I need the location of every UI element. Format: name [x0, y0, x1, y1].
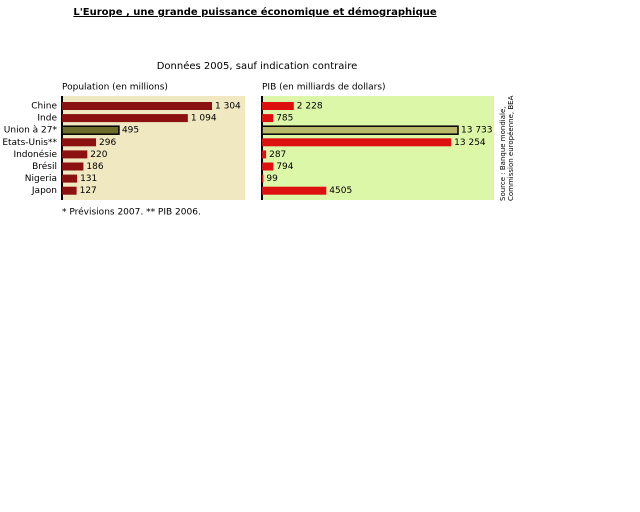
bar [62, 102, 212, 110]
bar [62, 174, 78, 183]
value-label: 4505 [329, 186, 352, 196]
bar [62, 138, 97, 147]
category-label: Union à 27* [4, 126, 58, 136]
category-label: Indonésie [13, 149, 57, 160]
value-label: 296 [99, 138, 116, 148]
value-label: 2 228 [297, 102, 323, 112]
chart-title: L'Europe , une grande puissance économiq… [73, 6, 436, 18]
value-label: 1 304 [215, 102, 241, 112]
bar [62, 150, 88, 159]
bar [262, 186, 327, 195]
bar [262, 102, 294, 110]
value-label: 794 [276, 162, 293, 172]
category-label: Etats-Unis** [2, 138, 57, 148]
panel-background [62, 96, 245, 200]
bar [262, 174, 264, 183]
panel-title: PIB (en milliards de dollars) [262, 83, 386, 93]
bar [62, 114, 188, 123]
value-label: 13 733 [461, 126, 493, 136]
bar [262, 150, 267, 159]
value-label: 127 [80, 186, 97, 196]
value-label: 13 254 [454, 138, 486, 148]
value-label: 186 [86, 162, 103, 172]
value-label: 785 [276, 114, 293, 124]
source-line: Source : Banque mondiale, [499, 107, 507, 201]
value-label: 1 094 [191, 114, 217, 124]
value-label: 287 [269, 150, 286, 160]
panel-title: Population (en millions) [62, 83, 168, 93]
category-label: Japon [31, 186, 57, 196]
bar [262, 114, 274, 123]
source-line: Commission européenne, BEA [507, 95, 515, 201]
value-label: 220 [90, 150, 107, 160]
value-label: 131 [80, 174, 97, 184]
bar [262, 162, 274, 171]
value-label: 99 [266, 174, 278, 184]
source: Source : Banque mondiale, Commission eur… [499, 95, 515, 201]
category-label: Chine [31, 102, 57, 112]
bar [262, 138, 452, 147]
category-label: Nigeria [25, 174, 57, 184]
category-label: Inde [37, 114, 57, 124]
bar [261, 125, 459, 135]
panel-background [262, 96, 494, 200]
value-label: 495 [122, 126, 139, 136]
footnote: * Prévisions 2007. ** PIB 2006. [62, 207, 201, 218]
bar [62, 186, 77, 195]
bar [62, 162, 84, 171]
bar [61, 125, 120, 135]
chart-subtitle: Données 2005, sauf indication contraire [157, 60, 358, 72]
category-label: Brésil [32, 161, 57, 172]
